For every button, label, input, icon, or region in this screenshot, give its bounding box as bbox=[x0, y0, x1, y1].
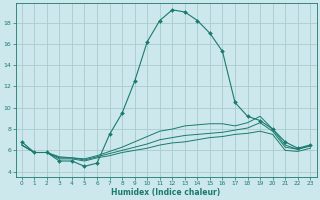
X-axis label: Humidex (Indice chaleur): Humidex (Indice chaleur) bbox=[111, 188, 221, 197]
